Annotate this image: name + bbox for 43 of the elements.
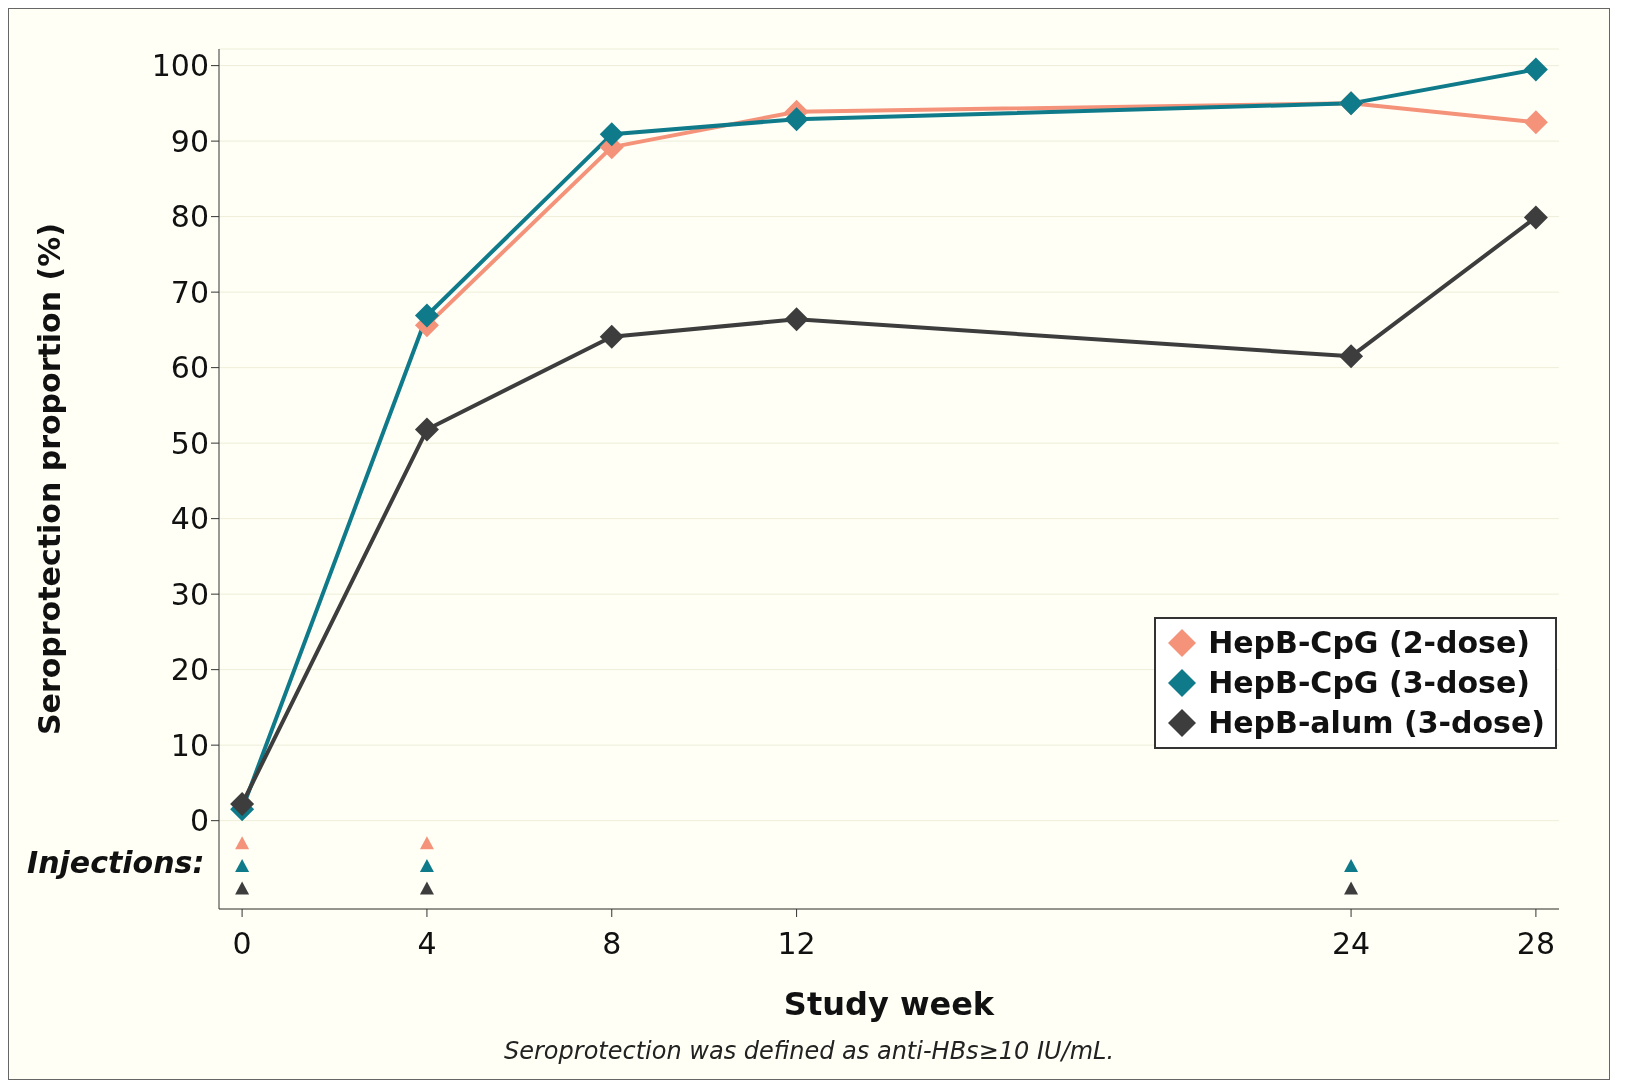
point [1523, 205, 1548, 230]
point [784, 107, 809, 132]
point [235, 836, 250, 850]
point [230, 792, 255, 817]
y-tick-label: 0 [189, 803, 209, 839]
point [419, 881, 434, 895]
y-tick-label: 90 [170, 123, 209, 159]
x-tick-label: 28 [1516, 926, 1555, 962]
point [1344, 858, 1359, 872]
y-tick-label: 40 [170, 501, 209, 537]
legend-label: HepB-CpG (3-dose) [1208, 663, 1530, 702]
point [235, 858, 250, 872]
y-tick-label: 80 [170, 199, 209, 235]
x-tick-label: 8 [602, 926, 622, 962]
point [1344, 881, 1359, 895]
legend-label: HepB-alum (3-dose) [1208, 703, 1545, 742]
point [1523, 110, 1548, 135]
x-tick-label: 4 [417, 926, 437, 962]
x-tick-label: 24 [1331, 926, 1371, 962]
legend-label: HepB-CpG (2-dose) [1208, 623, 1530, 662]
x-axis-title: Study week [783, 985, 995, 1023]
y-tick-label: 30 [170, 576, 209, 612]
point [599, 324, 624, 349]
y-tick-label: 20 [170, 652, 209, 688]
point [784, 307, 809, 332]
y-tick-label: 70 [170, 274, 209, 310]
x-tick-label: 0 [232, 926, 252, 962]
point [1523, 57, 1548, 82]
point [599, 122, 624, 147]
x-tick-label: 12 [777, 926, 816, 962]
y-tick-label: 10 [170, 727, 209, 763]
y-axis-title: Seroprotection proportion (%) [31, 222, 67, 736]
point [414, 417, 439, 442]
point [419, 858, 434, 872]
y-tick-label: 60 [170, 350, 209, 386]
text: Seroprotection was defined as anti-HBs≥10 IU/mL. [503, 1037, 1115, 1065]
point [1339, 344, 1364, 369]
point [419, 836, 434, 850]
point [235, 881, 250, 895]
point [414, 303, 439, 328]
text: Injections: [27, 844, 205, 880]
y-tick-label: 100 [151, 48, 209, 84]
y-tick-label: 50 [170, 425, 209, 461]
